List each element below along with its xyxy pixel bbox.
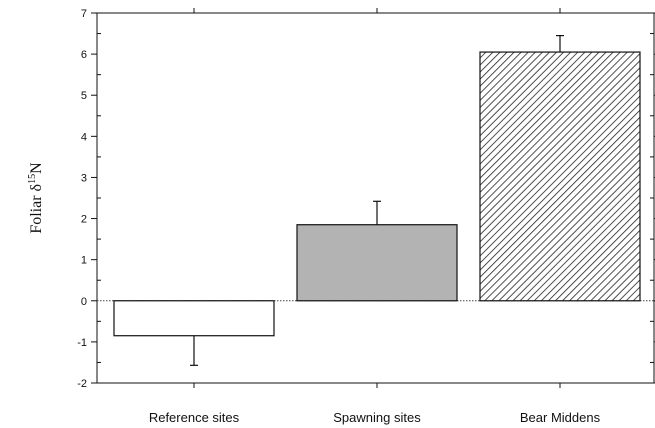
y-tick-label-1: -2: [77, 378, 87, 390]
x-tick-label-3: Bear Middens: [520, 410, 601, 425]
y-tick-label-8: 5: [81, 90, 87, 102]
y-axis-title-suffix: N: [28, 162, 45, 174]
y-tick-label-2: -1: [77, 337, 87, 349]
y-tick-label-3: 0: [81, 296, 87, 308]
y-axis-title-prefix: Foliar δ: [28, 184, 45, 234]
y-tick-label-5: 2: [81, 214, 87, 226]
y-tick-label-6: 3: [81, 172, 87, 184]
y-tick-label-9: 6: [81, 49, 87, 61]
y-tick-label-7: 4: [81, 131, 87, 143]
x-tick-label-2: Spawning sites: [333, 410, 421, 425]
y-tick-label-10: 7: [81, 8, 87, 20]
bar-2: [296, 224, 458, 302]
bar-1: [113, 300, 275, 337]
y-axis-title-superscript: 15: [27, 174, 38, 184]
x-tick-label-1: Reference sites: [149, 410, 240, 425]
y-tick-label-4: 1: [81, 255, 87, 267]
bar-3: [479, 51, 641, 302]
y-axis-title: Foliar δ15N: [27, 162, 45, 234]
